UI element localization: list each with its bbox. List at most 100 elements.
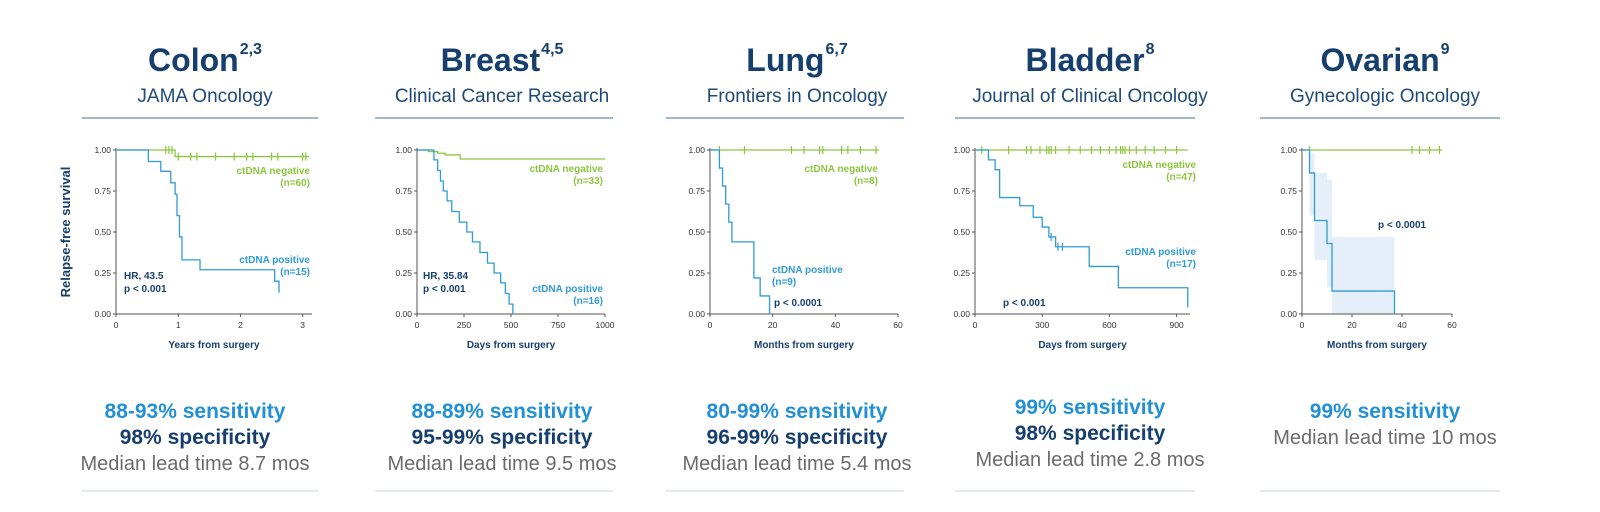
cancer-title: Bladder8 <box>1025 41 1155 78</box>
series-label: ctDNA negative <box>529 164 603 175</box>
positive-series-line <box>710 149 771 314</box>
y-tick-label: 0.75 <box>94 186 111 196</box>
journal-name: JAMA Oncology <box>137 86 273 107</box>
title-divider <box>955 117 1195 119</box>
x-tick-label: 750 <box>551 320 565 330</box>
x-axis-label: Months from surgery <box>1327 340 1427 351</box>
y-tick-label: 1.00 <box>1280 145 1297 155</box>
x-tick-label: 40 <box>1397 320 1407 330</box>
stat-annotation: HR, 35.84 <box>423 271 468 282</box>
y-tick-label: 0.50 <box>94 227 111 237</box>
panel-ovarian: Ovarian9 Gynecologic Oncology 0.00 0.25 0.… <box>1240 0 1530 512</box>
y-tick-label: 1.00 <box>953 145 970 155</box>
title-divider <box>82 117 318 119</box>
series-n-label: (n=60) <box>280 178 310 189</box>
cancer-title: Colon2,3 <box>148 41 262 78</box>
x-tick-label: 20 <box>768 320 778 330</box>
series-label: ctDNA negative <box>804 164 878 175</box>
x-tick-label: 600 <box>1102 320 1116 330</box>
sensitivity-stat: 88-89% sensitivity <box>411 400 593 423</box>
stat-annotation: p < 0.001 <box>1003 298 1046 309</box>
x-tick-label: 0 <box>973 320 978 330</box>
specificity-stat: 96-99% specificity <box>706 426 888 449</box>
y-tick-label: 0.00 <box>953 309 970 319</box>
ci-band <box>1302 150 1395 314</box>
specificity-stat: 98% specificity <box>1014 422 1166 445</box>
y-tick-label: 0.50 <box>953 227 970 237</box>
km-chart: 0.00 0.25 0.50 0.75 1.00 0 20 40 60 Months from s… <box>688 145 903 351</box>
y-tick-label: 0.00 <box>94 309 111 319</box>
sensitivity-stat: 99% sensitivity <box>1014 396 1166 419</box>
stats-block: 88-89% sensitivity 95-99% specificity Me… <box>357 399 647 477</box>
series-label: ctDNA positive <box>1125 247 1196 258</box>
cancer-title: Breast4,5 <box>440 41 564 78</box>
bottom-divider <box>955 490 1195 492</box>
x-tick-label: 40 <box>831 320 841 330</box>
x-tick-label: 0 <box>415 320 420 330</box>
bottom-divider <box>1260 490 1500 492</box>
lead-time-stat: Median lead time 9.5 mos <box>387 453 617 475</box>
x-tick-label: 900 <box>1169 320 1183 330</box>
cancer-title: Ovarian9 <box>1320 41 1450 78</box>
series-n-label: (n=47) <box>1166 172 1196 183</box>
km-chart: 0.00 0.25 0.50 0.75 1.00 0 250 500 750 1000 Days f… <box>395 145 614 351</box>
cancer-title: Lung6,7 <box>746 41 848 78</box>
y-tick-label: 1.00 <box>395 145 412 155</box>
km-chart: 0.00 0.25 0.50 0.75 1.00 0 300 600 900 Days from … <box>953 145 1196 351</box>
title-divider <box>375 117 613 119</box>
series-n-label: (n=8) <box>854 176 878 187</box>
y-tick-label: 0.25 <box>395 268 412 278</box>
x-tick-label: 3 <box>300 320 305 330</box>
sensitivity-stat: 80-99% sensitivity <box>706 400 888 423</box>
stat-annotation: p < 0.0001 <box>774 298 823 309</box>
y-tick-label: 0.25 <box>953 268 970 278</box>
stat-annotation: p < 0.001 <box>423 284 466 295</box>
series-label: ctDNA negative <box>1122 160 1196 171</box>
y-tick-label: 0.00 <box>395 309 412 319</box>
y-tick-label: 1.00 <box>688 145 705 155</box>
series-n-label: (n=9) <box>772 277 796 288</box>
journal-name: Gynecologic Oncology <box>1289 86 1481 107</box>
y-tick-label: 0.75 <box>688 186 705 196</box>
y-axis-label: Relapse-free survival <box>58 167 73 298</box>
stats-block: 80-99% sensitivity 96-99% specificity Me… <box>652 399 942 477</box>
sensitivity-stat: 99% sensitivity <box>1309 400 1461 423</box>
series-label: ctDNA negative <box>236 166 310 177</box>
bottom-divider <box>375 490 613 492</box>
y-tick-label: 0.50 <box>688 227 705 237</box>
x-tick-label: 500 <box>504 320 518 330</box>
specificity-stat: 98% specificity <box>119 426 271 449</box>
x-tick-label: 0 <box>114 320 119 330</box>
lead-time-stat: Median lead time 8.7 mos <box>80 453 310 475</box>
bottom-divider <box>666 490 904 492</box>
journal-name: Journal of Clinical Oncology <box>972 86 1208 107</box>
specificity-stat: 95-99% specificity <box>411 426 593 449</box>
stats-block: 88-93% sensitivity 98% specificity Media… <box>50 399 340 477</box>
title-divider <box>666 117 904 119</box>
y-tick-label: 0.75 <box>395 186 412 196</box>
panel-breast: Breast4,5 Clinical Cancer Research 0.00 0… <box>357 0 647 512</box>
series-label: ctDNA positive <box>532 284 603 295</box>
stat-annotation: HR, 43.5 <box>124 271 164 282</box>
series-n-label: (n=16) <box>573 296 603 307</box>
x-tick-label: 250 <box>457 320 471 330</box>
lead-time-stat: Median lead time 2.8 mos <box>975 449 1205 471</box>
panel-lung: Lung6,7 Frontiers in Oncology 0.00 0.25 0.… <box>652 0 942 512</box>
journal-name: Frontiers in Oncology <box>706 86 888 107</box>
negative-series-line <box>116 149 309 158</box>
series-label: ctDNA positive <box>772 265 843 276</box>
panel-bladder: Bladder8 Journal of Clinical Oncology 0.… <box>945 0 1235 512</box>
y-tick-label: 0.75 <box>1280 186 1297 196</box>
x-tick-label: 0 <box>708 320 713 330</box>
x-tick-label: 20 <box>1347 320 1357 330</box>
title-divider <box>1260 117 1500 119</box>
y-tick-label: 0.50 <box>1280 227 1297 237</box>
stat-annotation: p < 0.0001 <box>1378 220 1427 231</box>
x-tick-label: 300 <box>1035 320 1049 330</box>
series-n-label: (n=15) <box>280 267 310 278</box>
x-tick-label: 60 <box>893 320 903 330</box>
positive-series-line <box>975 149 1189 308</box>
y-tick-label: 0.25 <box>94 268 111 278</box>
panel-colon: Colon2,3 JAMA Oncology 0.00 0.25 0.50 0.75 1… <box>58 0 350 512</box>
y-tick-label: 0.00 <box>1280 309 1297 319</box>
